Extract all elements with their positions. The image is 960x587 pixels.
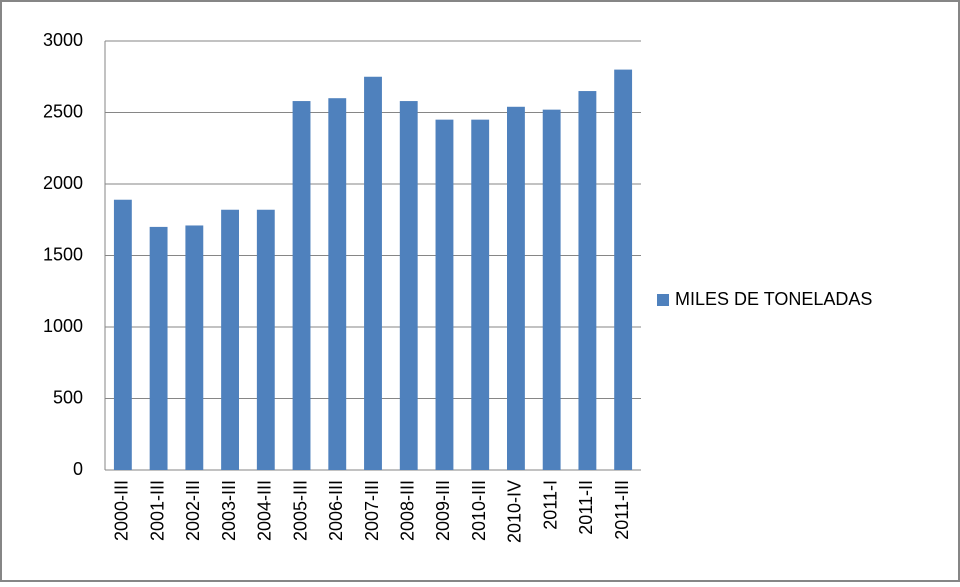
x-tick-label: 2000-III xyxy=(112,480,132,541)
bar xyxy=(364,76,382,470)
x-tick-label: 2011-I xyxy=(540,480,560,530)
x-tick-label: 2011-III xyxy=(612,480,632,540)
bar xyxy=(292,101,311,470)
x-tick-label: 2007-III xyxy=(362,480,382,541)
bar xyxy=(435,119,454,471)
x-tick-label: 2005-III xyxy=(290,480,310,541)
y-tick-label: 3000 xyxy=(43,30,83,50)
y-tick-label: 1500 xyxy=(43,244,83,264)
x-tick-label: 2003-III xyxy=(219,480,239,541)
y-tick-label: 500 xyxy=(53,387,83,407)
bar xyxy=(614,69,633,470)
x-tick-label: 2011-II xyxy=(576,480,596,535)
bar xyxy=(399,101,418,470)
bar xyxy=(185,225,204,470)
x-tick-label: 2001-III xyxy=(147,480,167,541)
bar xyxy=(471,119,490,471)
legend-swatch xyxy=(657,294,669,306)
bar xyxy=(113,199,132,471)
x-tick-label: 2002-III xyxy=(183,480,203,541)
y-tick-label: 0 xyxy=(73,459,83,479)
bar xyxy=(256,209,275,471)
x-tick-label: 2010-IV xyxy=(505,480,525,543)
x-tick-label: 2009-III xyxy=(433,480,453,541)
x-tick-label: 2008-III xyxy=(397,480,417,541)
x-tick-label: 2010-III xyxy=(469,480,489,541)
x-tick-label: 2004-III xyxy=(255,480,275,541)
bar xyxy=(221,209,239,471)
bar xyxy=(542,109,561,470)
y-tick-label: 1000 xyxy=(43,316,83,336)
x-tick-label: 2006-III xyxy=(326,480,346,541)
legend-label: MILES DE TONELADAS xyxy=(675,289,872,309)
bar xyxy=(328,98,347,470)
bar xyxy=(149,226,168,470)
bar xyxy=(578,91,597,471)
bar xyxy=(507,106,525,470)
y-tick-label: 2500 xyxy=(43,101,83,121)
y-tick-label: 2000 xyxy=(43,173,83,193)
